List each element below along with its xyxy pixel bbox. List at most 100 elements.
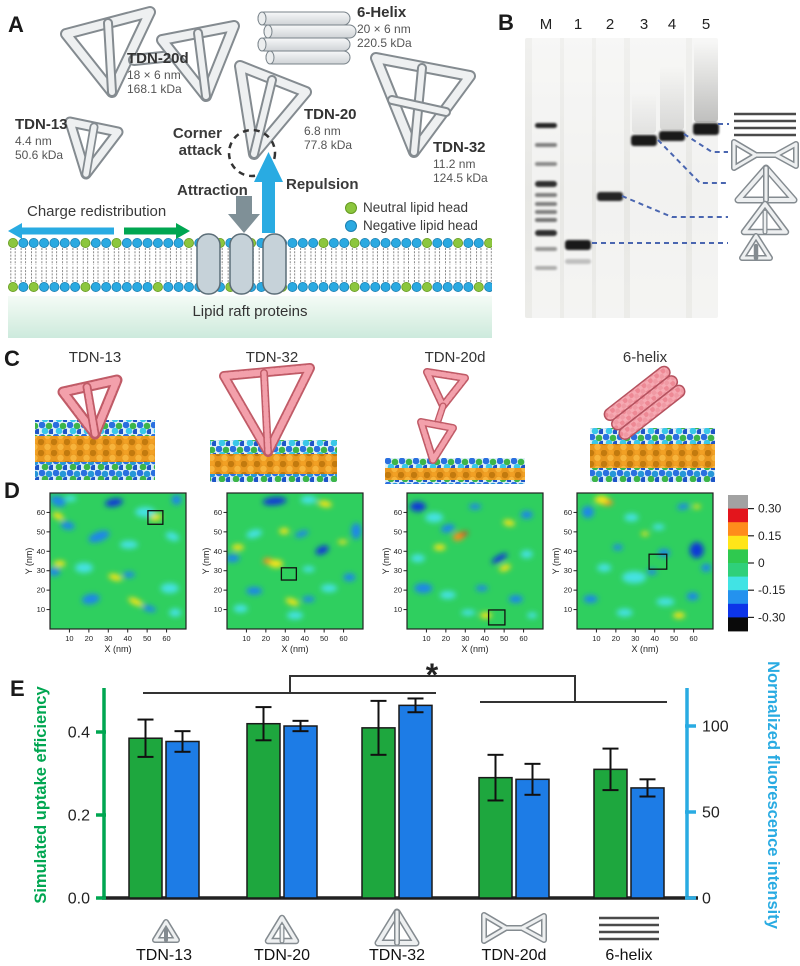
heatmap-blob [81, 593, 100, 605]
heatmap-blob [285, 598, 299, 606]
sample-band [659, 131, 685, 141]
heatmap-blob [128, 597, 144, 607]
negative-lipid-head [173, 237, 184, 248]
heatmap-blob [440, 524, 455, 533]
tdn-20d-structure [60, 6, 240, 102]
six-helix-md-structure [603, 365, 686, 440]
y-tick-label: 30 [394, 566, 402, 575]
error-bar [370, 699, 387, 756]
heatmap-field [577, 493, 713, 629]
gel-lane [596, 38, 624, 318]
colorbar-segment [728, 563, 748, 577]
x-tick-label: 20 [85, 634, 93, 643]
snapshot-label-tdn-32: TDN-32 [245, 349, 299, 366]
x-tick-label: 40 [124, 634, 132, 643]
negative-lipid-head [132, 237, 143, 248]
significance-bracket [143, 675, 667, 703]
marker-band [535, 230, 557, 236]
heatmap-blob [624, 513, 639, 522]
category-label: 6-helix [605, 947, 652, 964]
neutral-lipid-head [349, 237, 360, 248]
neutral-lipid-head [421, 281, 432, 292]
heatmap-blob [658, 548, 671, 557]
negative-lipid-head [121, 237, 132, 248]
membrane-caption: Lipid raft proteins [192, 303, 308, 320]
negative-lipid-head [287, 281, 298, 292]
snapshot-label-tdn-20d: TDN-20d [424, 349, 486, 366]
heatmap-blobs [581, 495, 712, 619]
tdn-20-structure [234, 60, 312, 160]
heatmap-blob [701, 563, 712, 572]
panel-d-label: D [4, 478, 20, 503]
membrane-core [385, 468, 525, 480]
membrane-core [210, 454, 337, 474]
heatmap-blob [64, 495, 77, 502]
heatmap-blob [302, 566, 315, 573]
heatmap-blob [88, 530, 110, 543]
heatmap-blob [409, 501, 426, 512]
x-tick-label: 60 [689, 634, 697, 643]
right-tick-label: 50 [702, 805, 720, 822]
negative-lipid-head [442, 237, 453, 248]
neutral-head-dot-icon [345, 201, 357, 214]
x-tick-label: 10 [242, 634, 250, 643]
heatmap-blob [302, 596, 315, 603]
negative-lipid-head [90, 281, 101, 292]
negative-lipid-head [328, 237, 339, 248]
x-tick-label: 20 [262, 634, 270, 643]
heatmap-blob [150, 514, 162, 521]
heatmap-blob [135, 507, 156, 518]
error-bar [137, 718, 154, 758]
marker-band [535, 162, 557, 166]
heatmap-blob [439, 591, 456, 599]
heatmap-blob [461, 609, 476, 616]
heatmap-6-helix: 10 20 30 40 50 60 10 20 30 40 50 60 X (nm) Y (nm) [551, 492, 714, 654]
heatmap-blob [594, 495, 609, 504]
negative-lipid-head [390, 237, 401, 248]
heatmap-blob [343, 573, 356, 582]
category-icon-tdn-20 [264, 914, 300, 945]
error-bar [487, 753, 504, 802]
neutral-lipid-head [453, 237, 464, 248]
membrane-bottom-leaflet [385, 480, 525, 484]
snapshot-6-helix [590, 365, 715, 482]
membrane-top-leaflet [385, 458, 525, 468]
y-tick-label: 20 [564, 586, 572, 595]
region-of-interest-rect [147, 510, 164, 525]
negative-lipid-head [49, 237, 60, 248]
negative-lipid-head [308, 281, 319, 292]
x-tick-label: 20 [442, 634, 450, 643]
repulsion-arrow-icon [254, 152, 283, 233]
gel-lane-label: 1 [573, 16, 583, 33]
heatmap-blob [460, 531, 468, 537]
heatmap-blob [503, 519, 515, 527]
heatmap-blob [50, 495, 66, 507]
marker-band [535, 266, 557, 270]
right-tick-label: 0 [702, 891, 711, 908]
heatmap-ylabel: Y (nm) [551, 548, 561, 575]
tdn-20-label: TDN-20 6.8 nm 77.8 kDa [304, 106, 357, 152]
tdn-20-icon [740, 200, 790, 236]
left-tick-label: 0.0 [68, 891, 90, 908]
y-tick-label: 10 [37, 605, 45, 614]
sample-band [565, 259, 591, 264]
negative-lipid-head [411, 237, 422, 248]
gel-lane [658, 38, 686, 318]
heatmap-blob [499, 564, 511, 572]
heatmap-blob [233, 604, 248, 613]
y-tick-label: 10 [564, 605, 572, 614]
heatmap-blob [295, 530, 309, 538]
x-tick-label: 30 [631, 634, 639, 643]
negative-lipid-head [432, 237, 443, 248]
corner-attack-label: Corner attack [172, 125, 222, 160]
left-tick-label: 0.4 [68, 725, 90, 742]
six-helix-label: 6-Helix 20 × 6 nm 220.5 kDa [357, 4, 412, 50]
charge-redistribution-label: Charge redistribution [27, 203, 167, 220]
heatmap-blob [231, 544, 244, 551]
heatmap-blob [122, 571, 135, 578]
marker-band [535, 210, 557, 214]
negative-lipid-head [152, 237, 163, 248]
negative-lipid-head [70, 237, 81, 248]
panel-b-annotations [592, 112, 799, 261]
